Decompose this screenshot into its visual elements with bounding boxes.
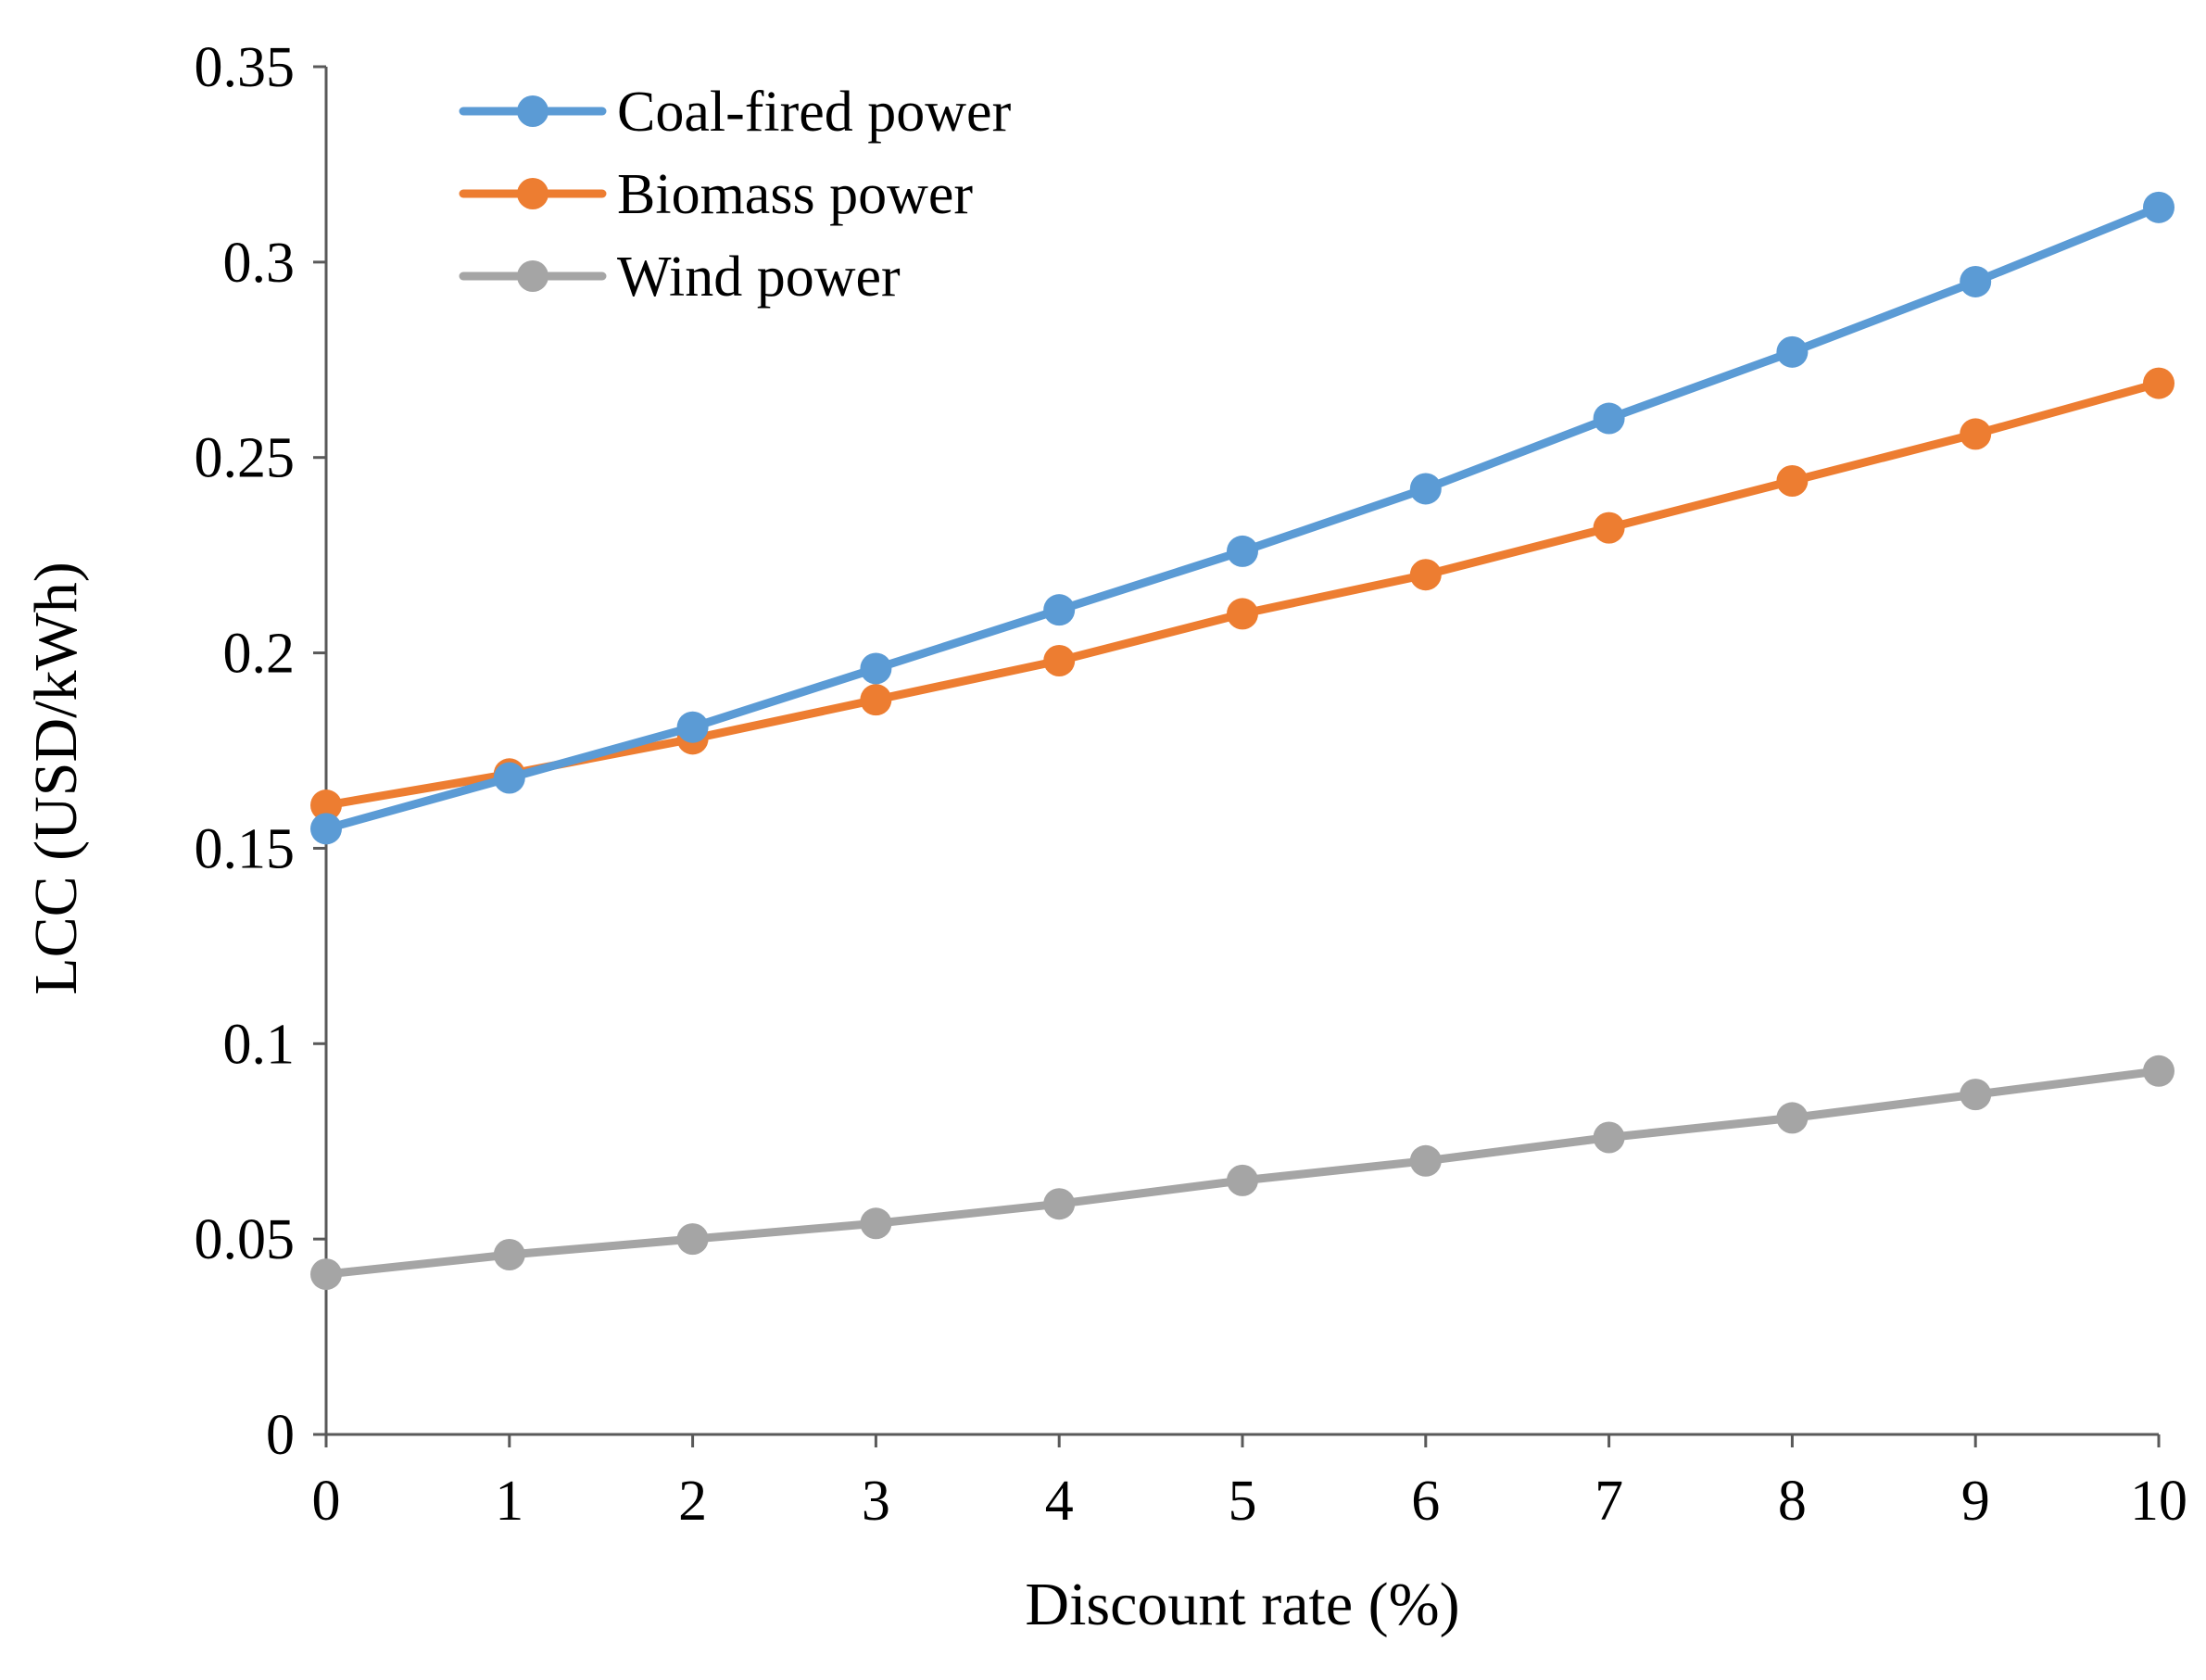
- y-tick-label: 0.15: [195, 817, 296, 880]
- x-tick-label: 6: [1411, 1470, 1440, 1533]
- data-point-coal-fired: [1960, 265, 1992, 297]
- series-line-biomass: [321, 379, 2163, 810]
- legend-label: Wind power: [617, 246, 901, 309]
- data-point-coal-fired: [493, 762, 525, 794]
- y-ticks: 0 0.05 0.1 0.15 0.2 0.25 0.3 0.35: [195, 36, 326, 1467]
- series-line-coal-fired: [321, 203, 2163, 833]
- y-tick-label: 0.1: [223, 1013, 296, 1076]
- legend-item-biomass: Biomass power: [459, 163, 973, 226]
- data-point-coal-fired: [2143, 191, 2174, 223]
- data-point-coal-fired: [676, 711, 709, 743]
- legend-item-wind: Wind power: [459, 246, 901, 309]
- legend-swatch-marker: [517, 178, 548, 209]
- x-ticks: 0 1 2 3 4 5 6 7 8 9 10: [312, 1434, 2187, 1533]
- legend-item-coal-fired: Coal-fired power: [459, 81, 1012, 144]
- data-point-wind: [1960, 1079, 1992, 1111]
- data-point-biomass: [1960, 418, 1992, 450]
- x-axis-title: Discount rate (%): [1025, 1571, 1459, 1638]
- x-tick-label: 4: [1045, 1470, 1074, 1533]
- y-tick-label: 0.3: [223, 232, 296, 295]
- legend-swatch-marker: [517, 260, 548, 292]
- data-point-biomass: [1409, 559, 1442, 591]
- data-point-wind: [1227, 1164, 1258, 1196]
- y-tick-label: 0: [266, 1404, 295, 1467]
- y-tick-label: 0.35: [195, 36, 296, 99]
- y-tick-label: 0.2: [223, 623, 296, 686]
- data-point-wind: [676, 1223, 709, 1256]
- data-point-coal-fired: [1776, 335, 1809, 368]
- data-point-wind: [1409, 1144, 1442, 1177]
- x-tick-label: 2: [678, 1470, 707, 1533]
- series-layer: [310, 191, 2174, 1291]
- y-tick-label: 0.05: [195, 1208, 296, 1271]
- legend-swatch-marker: [517, 95, 548, 127]
- data-point-wind: [1593, 1121, 1625, 1154]
- x-tick-label: 8: [1778, 1470, 1807, 1533]
- series-wind: [310, 1055, 2174, 1291]
- legend-label: Biomass power: [617, 163, 973, 226]
- x-tick-label: 1: [495, 1470, 523, 1533]
- data-point-wind: [2143, 1055, 2174, 1087]
- x-tick-label: 0: [312, 1470, 341, 1533]
- legend-label: Coal-fired power: [617, 81, 1012, 144]
- x-tick-label: 10: [2130, 1470, 2187, 1533]
- data-point-coal-fired: [1043, 594, 1076, 626]
- data-point-wind: [493, 1239, 525, 1271]
- data-point-coal-fired: [1409, 473, 1442, 505]
- y-tick-label: 0.25: [195, 427, 296, 490]
- data-point-biomass: [1776, 465, 1809, 498]
- y-axis-title: LCC (USD/kWh): [22, 562, 90, 994]
- data-point-coal-fired: [310, 813, 342, 845]
- data-point-biomass: [1227, 598, 1258, 630]
- data-point-coal-fired: [1227, 535, 1258, 567]
- x-tick-label: 5: [1229, 1470, 1257, 1533]
- data-point-biomass: [2143, 367, 2174, 399]
- data-point-coal-fired: [1593, 402, 1625, 435]
- data-point-biomass: [860, 684, 892, 716]
- data-point-coal-fired: [860, 652, 892, 685]
- data-point-wind: [1043, 1188, 1076, 1220]
- data-point-wind: [1776, 1102, 1809, 1134]
- x-tick-label: 9: [1961, 1470, 1990, 1533]
- data-point-biomass: [1043, 645, 1076, 677]
- x-tick-label: 3: [862, 1470, 890, 1533]
- data-point-biomass: [1593, 512, 1625, 544]
- data-point-biomass: [310, 789, 342, 822]
- data-point-wind: [860, 1207, 892, 1240]
- x-tick-label: 7: [1595, 1470, 1623, 1533]
- data-point-wind: [310, 1258, 342, 1291]
- series-coal-fired: [310, 191, 2174, 845]
- legend: Coal-fired power Biomass power Wind power: [459, 81, 1012, 309]
